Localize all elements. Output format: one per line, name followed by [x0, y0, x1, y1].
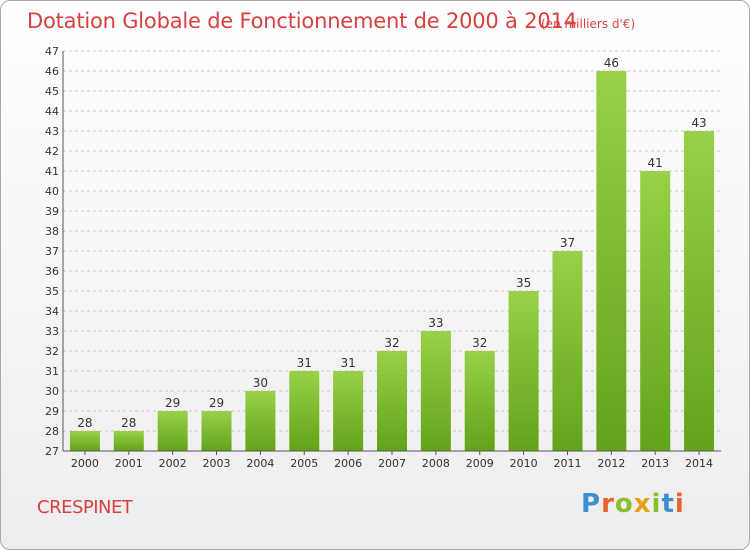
x-tick-label: 2010 [510, 457, 538, 470]
value-label: 37 [560, 236, 575, 250]
y-tick-label: 27 [45, 445, 59, 458]
axes: 27 28 29 30 31 32 33 34 35 36 37 38 39 40 41 42 43 44 45 46… [45, 45, 721, 470]
x-tick-label: 2000 [71, 457, 99, 470]
x-tick-label: 2012 [597, 457, 625, 470]
bar-2012[interactable] [596, 71, 627, 451]
value-label: 43 [691, 116, 706, 130]
value-label: 33 [428, 316, 443, 330]
x-tick-label: 2008 [422, 457, 450, 470]
bar-2005[interactable] [289, 371, 320, 451]
y-tick-label: 28 [45, 425, 59, 438]
y-tick-label: 31 [45, 365, 59, 378]
y-tick-label: 41 [45, 165, 59, 178]
bar-2004[interactable] [245, 391, 276, 451]
y-tick-label: 38 [45, 225, 59, 238]
logo-letter: t [661, 489, 675, 519]
value-label: 28 [77, 416, 92, 430]
bar-2001[interactable] [113, 431, 144, 451]
y-tick-label: 46 [45, 65, 59, 78]
logo-letter: i [651, 489, 662, 519]
commune-name: CRESPINET [37, 497, 133, 518]
bar-2011[interactable] [552, 251, 583, 451]
y-tick-label: 36 [45, 265, 59, 278]
y-tick-label: 44 [45, 105, 59, 118]
bars: 28 28 29 29 30 31 31 32 33 32 35 37 46 41 43 [69, 56, 715, 451]
x-tick-label: 2014 [685, 457, 713, 470]
y-tick-label: 35 [45, 285, 59, 298]
x-tick-label: 2011 [553, 457, 581, 470]
x-tick-label: 2006 [334, 457, 362, 470]
bar-2002[interactable] [157, 411, 188, 451]
chart-subtitle: (en milliers d'€) [541, 17, 636, 31]
x-tick-label: 2002 [159, 457, 187, 470]
value-label: 30 [253, 376, 268, 390]
value-label: 32 [472, 336, 487, 350]
y-tick-label: 43 [45, 125, 59, 138]
value-label: 46 [604, 56, 619, 70]
logo-letter: i [674, 489, 685, 519]
x-tick-label: 2003 [203, 457, 231, 470]
y-tick-label: 37 [45, 245, 59, 258]
y-tick-label: 40 [45, 185, 59, 198]
bar-2014[interactable] [684, 131, 715, 451]
x-tick-label: 2004 [246, 457, 274, 470]
value-label: 28 [121, 416, 136, 430]
bar-2000[interactable] [69, 431, 100, 451]
x-tick-label: 2007 [378, 457, 406, 470]
y-tick-label: 39 [45, 205, 59, 218]
value-label: 41 [648, 156, 663, 170]
x-tick-label: 2005 [290, 457, 318, 470]
value-label: 29 [165, 396, 180, 410]
chart-title: Dotation Globale de Fonctionnement de 20… [27, 9, 577, 33]
logo-letter: P [581, 489, 602, 519]
value-label: 31 [297, 356, 312, 370]
bar-2006[interactable] [333, 371, 364, 451]
y-tick-label: 45 [45, 85, 59, 98]
value-label: 35 [516, 276, 531, 290]
y-tick-label: 34 [45, 305, 59, 318]
x-tick-label: 2013 [641, 457, 669, 470]
bar-2009[interactable] [464, 351, 495, 451]
logo-letter: r [601, 489, 615, 519]
logo-letter: o [614, 489, 634, 519]
x-tick-label: 2009 [466, 457, 494, 470]
y-tick-label: 47 [45, 45, 59, 58]
value-label: 29 [209, 396, 224, 410]
bar-2003[interactable] [201, 411, 232, 451]
proxiti-logo[interactable]: Proxiti [581, 489, 685, 519]
y-tick-label: 32 [45, 345, 59, 358]
x-tick-label: 2001 [115, 457, 143, 470]
y-tick-label: 29 [45, 405, 59, 418]
bar-2008[interactable] [420, 331, 451, 451]
bar-2013[interactable] [640, 171, 671, 451]
y-tick-label: 42 [45, 145, 59, 158]
logo-letter: x [633, 489, 652, 519]
bar-2010[interactable] [508, 291, 539, 451]
value-label: 32 [384, 336, 399, 350]
y-tick-label: 30 [45, 385, 59, 398]
value-label: 31 [340, 356, 355, 370]
y-tick-label: 33 [45, 325, 59, 338]
bar-2007[interactable] [377, 351, 407, 451]
